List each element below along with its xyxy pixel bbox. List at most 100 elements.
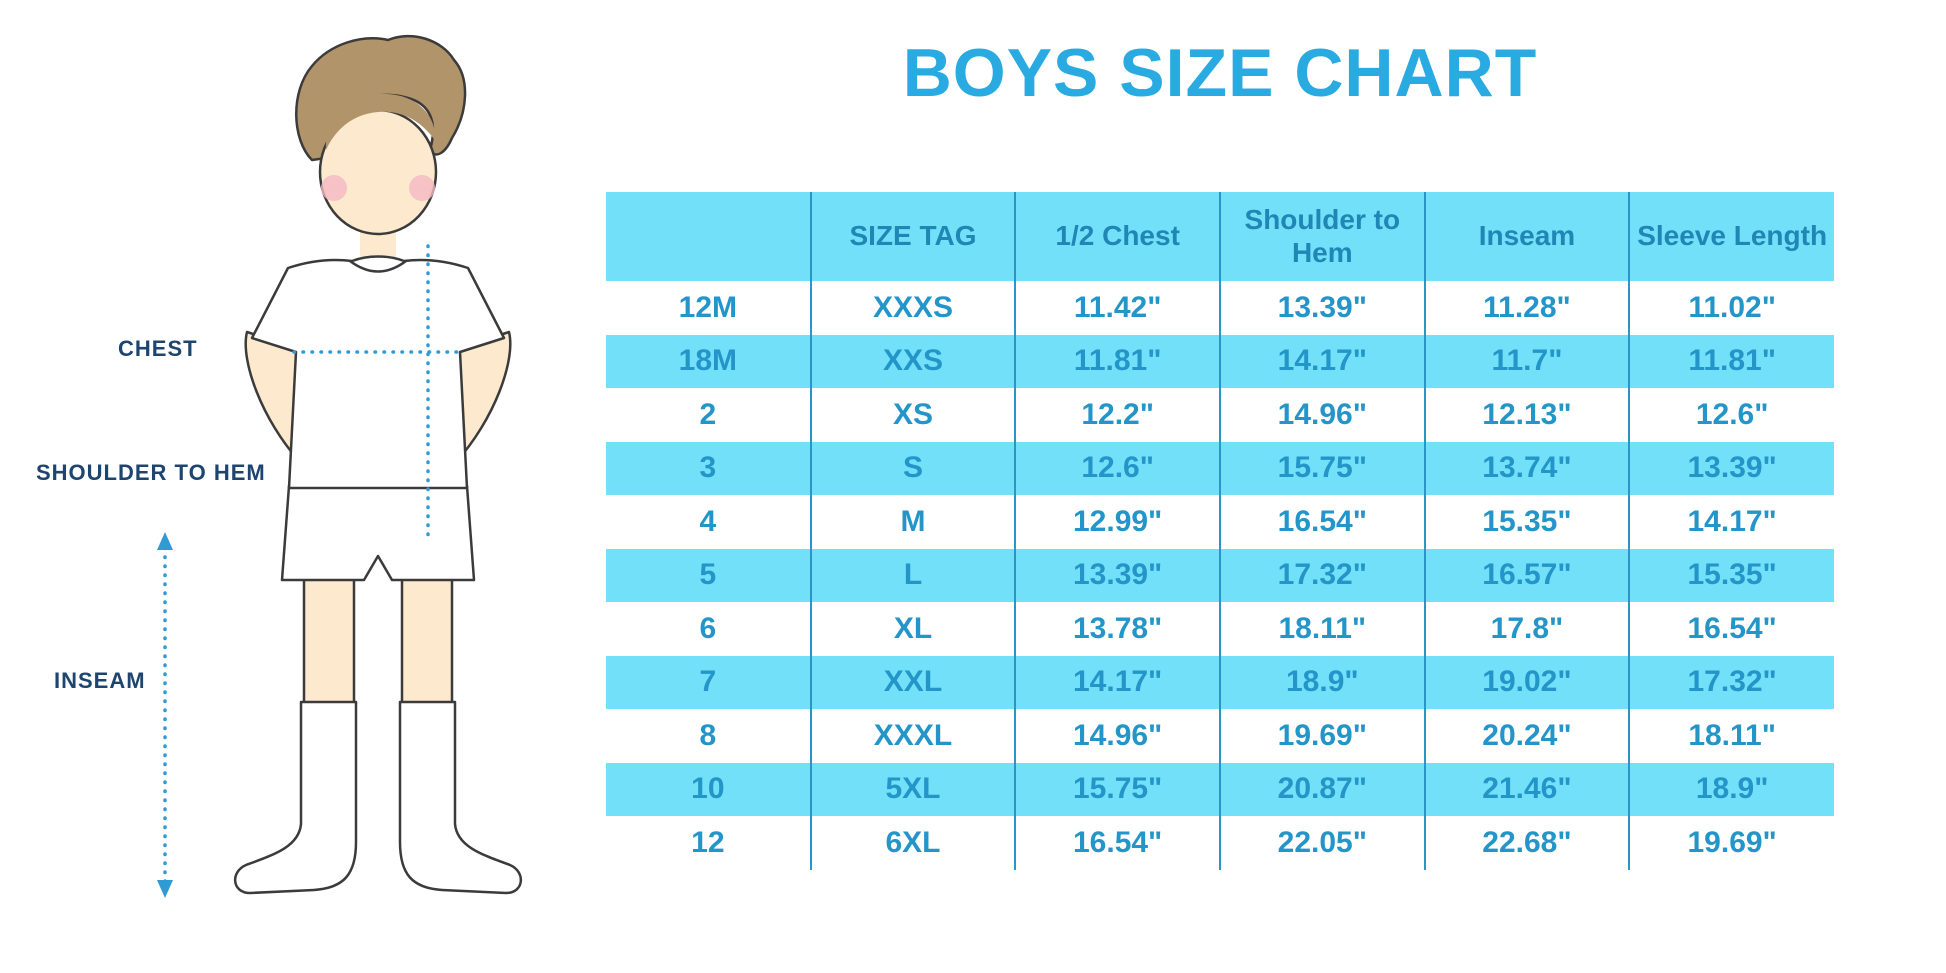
table-cell: 18.9": [1218, 655, 1425, 709]
boy-right-sock: [398, 700, 522, 895]
size-table-header: SIZE TAG 1/2 Chest Shoulder to Hem Inseam Sl…: [606, 192, 1834, 281]
table-cell: XXXS: [809, 281, 1016, 335]
table-cell: 18.11": [1218, 602, 1425, 656]
table-cell: 5: [606, 548, 811, 602]
boy-illustration: [157, 34, 522, 898]
boy-right-leg: [400, 568, 454, 717]
table-cell: 5XL: [809, 762, 1016, 816]
table-cell: 3: [606, 441, 811, 495]
table-cell: 16.57": [1423, 548, 1630, 602]
boy-right-cheek: [409, 175, 435, 201]
table-cell: 14.17": [1628, 495, 1834, 549]
column-header-0: [606, 192, 811, 281]
table-cell: 11.81": [1014, 334, 1220, 388]
table-cell: 2: [606, 388, 811, 442]
table-cell: 22.68": [1423, 816, 1630, 870]
table-cell: 13.39": [1628, 441, 1834, 495]
header-row: SIZE TAG 1/2 Chest Shoulder to Hem Inseam Sl…: [606, 192, 1834, 281]
table-cell: 12.6": [1014, 441, 1220, 495]
table-cell: 4: [606, 495, 811, 549]
table-cell: 11.7": [1423, 334, 1630, 388]
table-cell: 10: [606, 762, 811, 816]
table-cell: 7: [606, 655, 811, 709]
table-cell: XXS: [809, 334, 1016, 388]
table-row: 12M XXXS 11.42" 13.39" 11.28" 11.02": [606, 281, 1834, 335]
column-header-3: Shoulder to Hem: [1218, 192, 1425, 281]
table-cell: XS: [809, 388, 1016, 442]
column-header-2: 1/2 Chest: [1014, 192, 1220, 281]
table-cell: XL: [809, 602, 1016, 656]
table-row: 5 L 13.39" 17.32" 16.57" 15.35": [606, 548, 1834, 602]
boy-shirt-collar: [349, 259, 407, 273]
table-cell: 17.32": [1218, 548, 1425, 602]
column-header-1: SIZE TAG: [809, 192, 1016, 281]
table-cell: 11.02": [1628, 281, 1834, 335]
table-cell: 13.78": [1014, 602, 1220, 656]
size-table-body: 12M XXXS 11.42" 13.39" 11.28" 11.02" 18M XXS 11.…: [606, 281, 1834, 870]
table-row: 8 XXXL 14.96" 19.69" 20.24" 18.11": [606, 709, 1834, 763]
table-cell: 18.11": [1628, 709, 1834, 763]
table-row: 4 M 12.99" 16.54" 15.35" 14.17": [606, 495, 1834, 549]
table-cell: 12: [606, 816, 811, 870]
table-cell: XXL: [809, 655, 1016, 709]
table-cell: 12M: [606, 281, 811, 335]
table-cell: 17.8": [1423, 602, 1630, 656]
table-cell: 13.39": [1218, 281, 1425, 335]
table-cell: 22.05": [1218, 816, 1425, 870]
table-cell: 15.35": [1628, 548, 1834, 602]
table-cell: 19.69": [1628, 816, 1834, 870]
table-cell: 15.35": [1423, 495, 1630, 549]
table-cell: 13.39": [1014, 548, 1220, 602]
table-cell: 6XL: [809, 816, 1016, 870]
shoulder-to-hem-label: SHOULDER TO HEM: [36, 460, 266, 485]
table-row: 2 XS 12.2" 14.96" 12.13" 12.6": [606, 388, 1834, 442]
chest-label: CHEST: [118, 336, 198, 361]
size-table: SIZE TAG 1/2 Chest Shoulder to Hem Inseam Sl…: [606, 192, 1834, 870]
boy-fringe: [325, 93, 436, 150]
table-cell: 16.54": [1014, 816, 1220, 870]
table-row: 10 5XL 15.75" 20.87" 21.46" 18.9": [606, 762, 1834, 816]
table-cell: 20.87": [1218, 762, 1425, 816]
page-title: BOYS SIZE CHART: [902, 35, 1538, 111]
table-cell: 15.75": [1218, 441, 1425, 495]
table-row: 3 S 12.6" 15.75" 13.74" 13.39": [606, 441, 1834, 495]
boy-left-sock: [234, 700, 358, 895]
boy-left-leg: [302, 568, 356, 717]
inseam-arrow-up-icon: [157, 532, 173, 550]
table-cell: 18.9": [1628, 762, 1834, 816]
table-cell: 16.54": [1628, 602, 1834, 656]
table-row: 6 XL 13.78" 18.11" 17.8" 16.54": [606, 602, 1834, 656]
table-cell: 19.69": [1218, 709, 1425, 763]
table-cell: 11.28": [1423, 281, 1630, 335]
table-cell: 19.02": [1423, 655, 1630, 709]
table-cell: 18M: [606, 334, 811, 388]
table-cell: M: [809, 495, 1016, 549]
table-cell: 16.54": [1218, 495, 1425, 549]
column-header-4: Inseam: [1423, 192, 1630, 281]
table-cell: XXXL: [809, 709, 1016, 763]
table-cell: 12.2": [1014, 388, 1220, 442]
column-header-5: Sleeve Length: [1628, 192, 1834, 281]
boy-shirt: [250, 255, 506, 490]
table-cell: 8: [606, 709, 811, 763]
table-cell: 21.46": [1423, 762, 1630, 816]
table-cell: 14.96": [1218, 388, 1425, 442]
table-cell: 20.24": [1423, 709, 1630, 763]
boy-figure: CHEST SHOULDER TO HEM INSEAM: [0, 0, 640, 973]
table-cell: 17.32": [1628, 655, 1834, 709]
table-cell: S: [809, 441, 1016, 495]
inseam-label: INSEAM: [54, 668, 146, 693]
inseam-arrow-down-icon: [157, 880, 173, 898]
table-cell: 14.96": [1014, 709, 1220, 763]
table-row: 12 6XL 16.54" 22.05" 22.68" 19.69": [606, 816, 1834, 870]
table-cell: 14.17": [1014, 655, 1220, 709]
table-cell: 14.17": [1218, 334, 1425, 388]
table-cell: 15.75": [1014, 762, 1220, 816]
table-row: 7 XXL 14.17" 18.9" 19.02" 17.32": [606, 655, 1834, 709]
boy-left-cheek: [321, 175, 347, 201]
table-row: 18M XXS 11.81" 14.17" 11.7" 11.81": [606, 334, 1834, 388]
table-cell: 12.6": [1628, 388, 1834, 442]
table-cell: 11.42": [1014, 281, 1220, 335]
table-cell: 12.99": [1014, 495, 1220, 549]
